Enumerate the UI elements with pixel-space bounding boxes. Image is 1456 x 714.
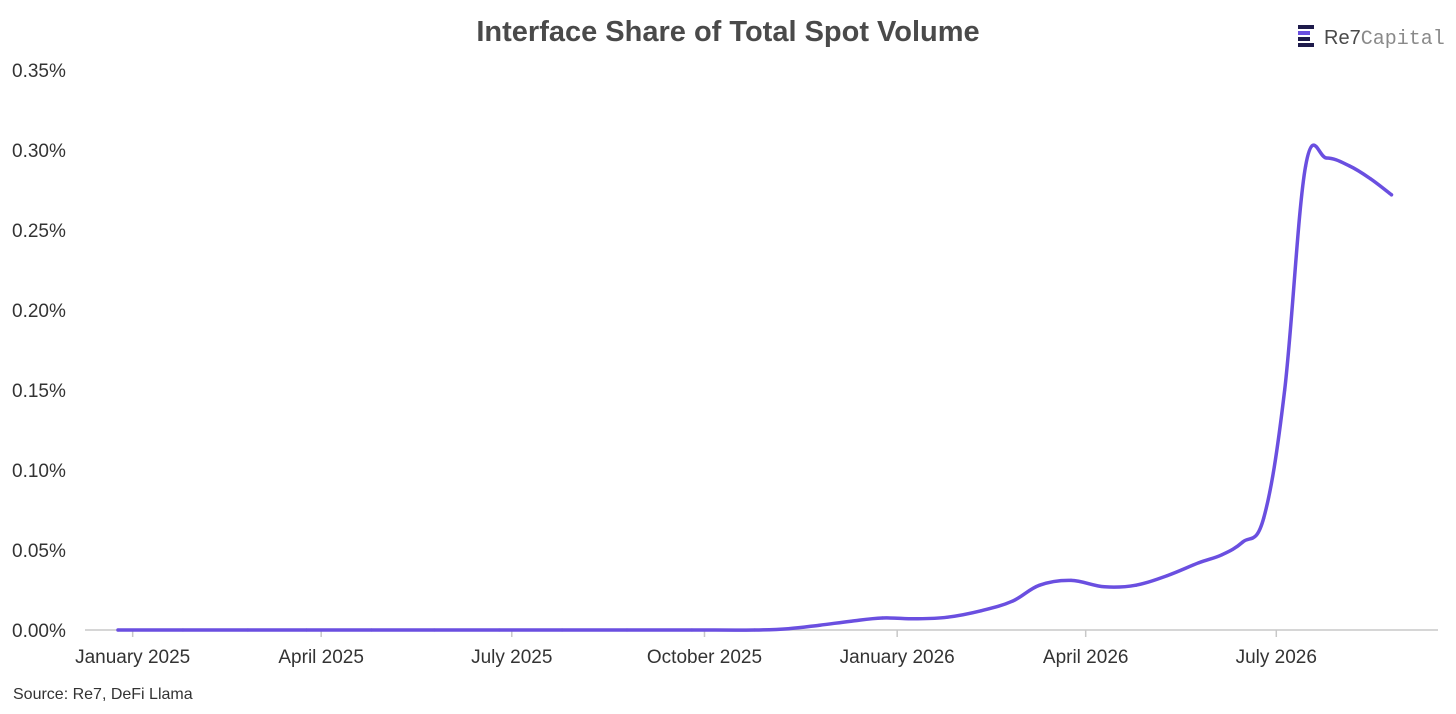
data-point xyxy=(1283,388,1287,392)
brand-logo: Re7Capital xyxy=(1298,25,1445,51)
data-point xyxy=(786,627,790,631)
data-point xyxy=(1241,540,1245,544)
data-point xyxy=(979,609,983,613)
x-tick-label: July 2025 xyxy=(471,647,552,668)
y-tick-label: 0.05% xyxy=(12,541,66,562)
data-point xyxy=(1389,193,1394,197)
data-point xyxy=(914,617,918,621)
data-point xyxy=(369,628,374,632)
data-point xyxy=(116,628,120,632)
y-axis-ticks: 0.00% 0.05% 0.10% 0.15% 0.20% 0.25% 0.30% 0.35% xyxy=(12,61,66,642)
data-point xyxy=(1165,574,1169,578)
data-point xyxy=(1348,164,1352,168)
logo-bar xyxy=(1298,37,1310,41)
x-tick-label: January 2026 xyxy=(840,647,955,668)
x-tick-label: April 2025 xyxy=(278,647,364,668)
data-point xyxy=(1197,561,1201,565)
data-point xyxy=(690,628,694,632)
x-tick-label: July 2026 xyxy=(1236,647,1317,668)
y-tick-label: 0.15% xyxy=(12,381,66,402)
x-tick-label: April 2026 xyxy=(1043,647,1129,668)
plot-area xyxy=(116,143,1394,632)
y-tick-label: 0.35% xyxy=(12,61,66,82)
data-point xyxy=(818,623,822,627)
brand-name: Re7Capital xyxy=(1324,27,1445,51)
data-point xyxy=(945,615,950,619)
re7-logo-icon xyxy=(1298,25,1314,47)
x-tick-label: January 2025 xyxy=(75,647,190,668)
data-point xyxy=(560,628,564,632)
data-point xyxy=(1038,583,1042,587)
data-point xyxy=(1262,516,1266,520)
y-tick-label: 0.10% xyxy=(12,461,66,482)
data-point xyxy=(1102,585,1107,589)
data-point xyxy=(304,628,309,632)
data-point xyxy=(432,628,436,632)
data-point xyxy=(625,628,629,632)
x-tick-label: October 2025 xyxy=(647,647,762,668)
logo-bar xyxy=(1298,31,1310,35)
data-point xyxy=(181,628,185,632)
data-point xyxy=(497,628,501,632)
data-point xyxy=(1324,156,1329,160)
logo-bar xyxy=(1298,25,1314,29)
data-point xyxy=(246,628,250,632)
data-point xyxy=(1304,164,1308,168)
series-line-0 xyxy=(116,143,1394,632)
y-tick-label: 0.20% xyxy=(12,301,66,322)
brand-name-part2: Capital xyxy=(1361,28,1445,51)
x-axis-ticks: January 2025 April 2025 July 2025 October 2… xyxy=(75,630,1317,668)
data-point xyxy=(1069,578,1073,583)
data-point xyxy=(1220,553,1224,557)
y-tick-label: 0.30% xyxy=(12,141,66,162)
data-point xyxy=(753,628,757,632)
logo-bar xyxy=(1298,43,1314,47)
y-tick-label: 0.25% xyxy=(12,221,66,242)
data-point xyxy=(1010,599,1014,603)
data-point xyxy=(849,619,853,623)
y-tick-label: 0.00% xyxy=(12,621,66,642)
data-point xyxy=(880,616,885,620)
brand-name-part1: Re7 xyxy=(1324,27,1361,49)
data-point xyxy=(1134,583,1138,587)
source-note: Source: Re7, DeFi Llama xyxy=(13,686,193,703)
chart-title: Interface Share of Total Spot Volume xyxy=(476,16,979,48)
data-point xyxy=(1368,177,1373,181)
